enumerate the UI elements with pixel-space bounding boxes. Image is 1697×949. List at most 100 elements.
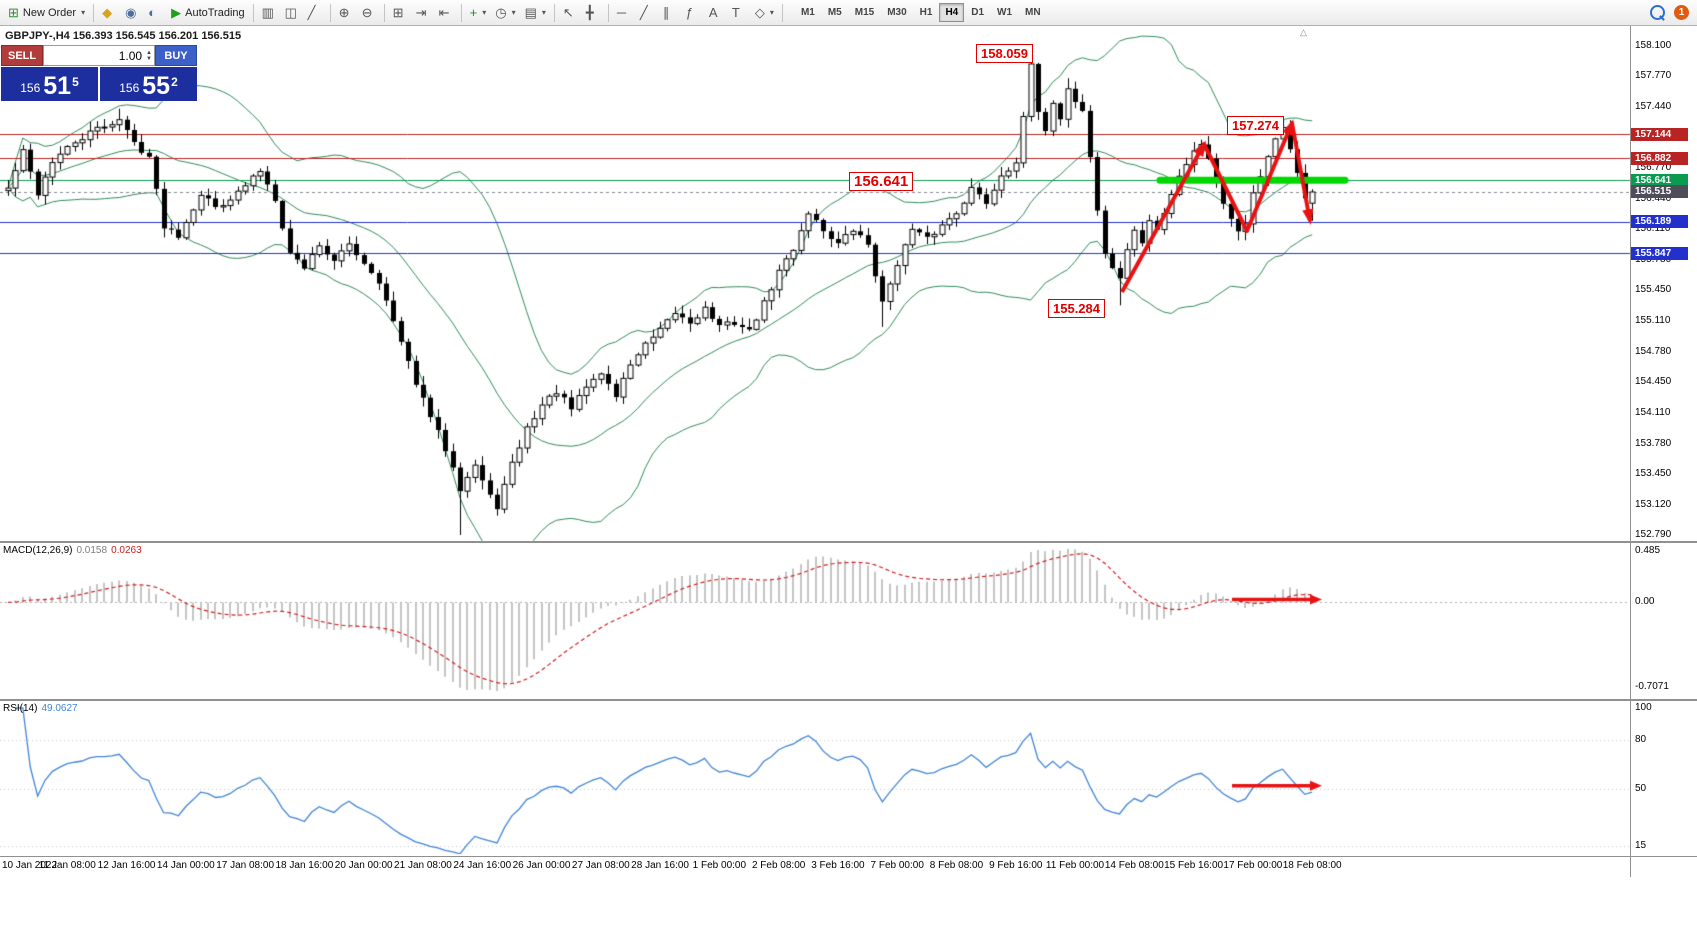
search-icon[interactable] bbox=[1650, 5, 1665, 20]
time-axis-label: 28 Jan 16:00 bbox=[631, 860, 689, 871]
indicator-axis-label: 0.485 bbox=[1635, 545, 1661, 556]
bar-chart-button[interactable]: ▥ bbox=[258, 2, 280, 23]
toolbar-separator bbox=[553, 3, 555, 22]
toolbar-separator bbox=[460, 3, 462, 22]
dropdown-caret-icon: ▾ bbox=[511, 8, 516, 17]
lot-size-value: 1.00 bbox=[118, 48, 143, 63]
time-axis-label: 15 Feb 16:00 bbox=[1164, 860, 1224, 871]
key-level-callout[interactable]: 156.641 bbox=[849, 172, 914, 191]
timeframe-d1-button[interactable]: D1 bbox=[965, 3, 990, 22]
timeframe-m15-button[interactable]: M15 bbox=[849, 3, 880, 22]
price-axis-label: 155.450 bbox=[1635, 284, 1672, 296]
price-axis-label: 156.770 bbox=[1635, 162, 1672, 174]
buy-price-main: 55 bbox=[142, 72, 171, 100]
timeframe-m5-button[interactable]: M5 bbox=[822, 3, 848, 22]
indicators-button[interactable]: + ▾ bbox=[466, 2, 491, 23]
price-axis-label: 157.440 bbox=[1635, 100, 1672, 112]
line-chart-button[interactable]: ╱ bbox=[304, 2, 326, 23]
new-order-button[interactable]: ⊞ New Order ▾ bbox=[4, 2, 89, 23]
price-level-tag: 157.144 bbox=[1631, 127, 1688, 141]
notification-badge[interactable]: 1 bbox=[1674, 5, 1689, 20]
timeframe-mn-button[interactable]: MN bbox=[1019, 3, 1047, 22]
time-axis-label: 11 Feb 00:00 bbox=[1045, 860, 1105, 871]
zoom-out-button[interactable]: ⊖ bbox=[358, 2, 380, 23]
metaeditor-button[interactable]: ◆ bbox=[98, 2, 120, 23]
new-order-icon: ⊞ bbox=[8, 5, 19, 20]
periods-button[interactable]: ◷ ▾ bbox=[491, 2, 519, 23]
data-window-button[interactable]: ◉ bbox=[121, 2, 143, 23]
time-axis-label: 17 Jan 08:00 bbox=[216, 860, 275, 871]
buy-price-pips: 2 bbox=[171, 75, 178, 89]
macd-signal-value: 0.0263 bbox=[111, 545, 142, 556]
auto-scroll-button[interactable]: ⇥ bbox=[412, 2, 434, 23]
swing-high-callout[interactable]: 157.274 bbox=[1227, 116, 1284, 135]
shapes-icon: ◇ bbox=[754, 5, 765, 20]
candlestick-chart-button[interactable]: ◫ bbox=[281, 2, 303, 23]
trendline-button[interactable]: ╱ bbox=[636, 2, 658, 23]
time-axis-label: 12 Jan 16:00 bbox=[97, 860, 156, 871]
quote-panel-prices: 156 51 5 156 55 2 bbox=[1, 67, 197, 101]
zoom-in-button[interactable]: ⊕ bbox=[335, 2, 357, 23]
buy-price-display[interactable]: 156 55 2 bbox=[100, 67, 197, 101]
horizontal-line-button[interactable]: ─ bbox=[613, 2, 635, 23]
channel-button[interactable]: ∥ bbox=[659, 2, 681, 23]
buy-button[interactable]: BUY bbox=[155, 45, 197, 66]
sell-price-display[interactable]: 156 51 5 bbox=[1, 67, 98, 101]
high-price-callout[interactable]: 158.059 bbox=[976, 44, 1033, 63]
periods-icon: ◷ bbox=[495, 5, 507, 20]
label-icon: T bbox=[731, 5, 740, 20]
price-axis-label: 154.110 bbox=[1635, 407, 1671, 419]
price-axis-label: 155.110 bbox=[1635, 315, 1671, 327]
strategy-tester-button[interactable]: ◐ bbox=[144, 2, 166, 23]
price-axis-separator bbox=[1630, 26, 1631, 877]
time-axis-label: 1 Feb 00:00 bbox=[692, 860, 747, 871]
toolbar-separator bbox=[252, 3, 254, 22]
lot-decrease-button[interactable]: ▼ bbox=[146, 55, 152, 62]
autotrading-label: AutoTrading bbox=[185, 6, 245, 19]
price-axis-label: 154.450 bbox=[1635, 376, 1672, 388]
sell-price-pips: 5 bbox=[72, 75, 79, 89]
time-axis-label: 24 Jan 16:00 bbox=[453, 860, 512, 871]
panel-separator[interactable] bbox=[0, 699, 1697, 701]
tile-windows-button[interactable]: ⊞ bbox=[389, 2, 411, 23]
indicator-axis-label: 0.00 bbox=[1635, 596, 1655, 608]
cursor-button[interactable]: ↖ bbox=[559, 2, 581, 23]
indicator-axis-label: 15 bbox=[1635, 839, 1647, 851]
price-level-tag: 156.515 bbox=[1631, 185, 1688, 199]
swing-low-callout[interactable]: 155.284 bbox=[1048, 299, 1105, 318]
templates-icon: ▤ bbox=[524, 5, 537, 20]
crosshair-button[interactable]: ╋ bbox=[582, 2, 604, 23]
timeframe-w1-button[interactable]: W1 bbox=[991, 3, 1018, 22]
dropdown-caret-icon: ▾ bbox=[541, 8, 546, 17]
timeframe-h1-button[interactable]: H1 bbox=[914, 3, 939, 22]
one-click-trading-panel: SELL 1.00 ▲ ▼ BUY 156 51 5 156 55 2 bbox=[1, 45, 197, 101]
price-axis-label: 153.120 bbox=[1635, 498, 1672, 510]
timeframe-m30-button[interactable]: M30 bbox=[881, 3, 912, 22]
price-axis-label: 154.780 bbox=[1635, 345, 1672, 357]
time-axis-label: 18 Jan 16:00 bbox=[275, 860, 334, 871]
price-level-tag: 155.847 bbox=[1631, 246, 1688, 260]
panel-separator[interactable] bbox=[0, 541, 1697, 543]
autotrading-button[interactable]: ▶ AutoTrading bbox=[167, 2, 249, 23]
channel-icon: ∥ bbox=[662, 5, 670, 20]
sell-button[interactable]: SELL bbox=[1, 45, 43, 66]
label-button[interactable]: T bbox=[728, 2, 750, 23]
toolbar-separator bbox=[383, 3, 385, 22]
price-axis-label: 153.780 bbox=[1635, 437, 1672, 449]
shapes-button[interactable]: ◇ ▾ bbox=[751, 2, 778, 23]
lot-increase-button[interactable]: ▲ bbox=[146, 49, 152, 56]
chart-shift-button[interactable]: ⇤ bbox=[435, 2, 457, 23]
price-level-tag: 156.882 bbox=[1631, 151, 1688, 165]
chart-shift-icon: ⇤ bbox=[438, 5, 450, 20]
text-button[interactable]: A bbox=[705, 2, 727, 23]
buy-price-prefix: 156 bbox=[119, 81, 140, 95]
toolbar-separator bbox=[329, 3, 331, 22]
lot-size-field[interactable]: 1.00 ▲ ▼ bbox=[43, 45, 155, 66]
timeframe-m1-button[interactable]: M1 bbox=[795, 3, 821, 22]
templates-button[interactable]: ▤ ▾ bbox=[521, 2, 550, 23]
timeframe-h4-button[interactable]: H4 bbox=[939, 3, 965, 22]
price-level-tag: 156.189 bbox=[1631, 215, 1688, 229]
fibonacci-button[interactable]: ƒ bbox=[682, 2, 704, 23]
